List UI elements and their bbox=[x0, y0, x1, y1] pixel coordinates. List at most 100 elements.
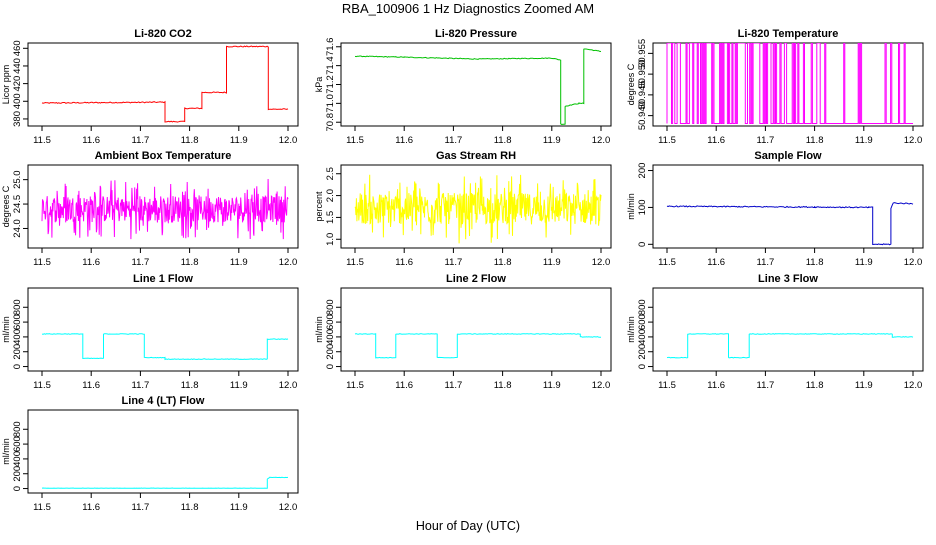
x-tick-label: 11.7 bbox=[445, 380, 463, 391]
series-line bbox=[354, 333, 601, 359]
plot-frame bbox=[27, 164, 299, 249]
y-tick-label: 200 bbox=[637, 344, 648, 360]
x-tick-label: 11.8 bbox=[181, 380, 199, 391]
y-tick-label: 71.2 bbox=[325, 75, 336, 94]
plot-frame bbox=[652, 42, 924, 127]
x-tick-label: 11.9 bbox=[230, 502, 248, 513]
y-tick-label: 600 bbox=[12, 436, 23, 452]
x-tick-label: 11.8 bbox=[494, 380, 512, 391]
y-tick-label: 71.0 bbox=[325, 94, 336, 113]
y-tick-label: 600 bbox=[325, 314, 336, 330]
x-tick-label: 12.0 bbox=[592, 257, 611, 268]
x-tick-label: 11.9 bbox=[230, 380, 248, 391]
y-tick-label: 0 bbox=[637, 242, 648, 247]
plot-frame bbox=[652, 164, 924, 249]
y-tick-label: 200 bbox=[12, 344, 23, 360]
panel-6: Sample Flow 11.5 11.6 11.7 11.8 11.9 12.0 0 100 2… bbox=[626, 150, 924, 268]
x-tick-label: 11.6 bbox=[395, 257, 413, 268]
x-tick-label: 11.5 bbox=[346, 257, 364, 268]
panel-1: Li-820 CO2 11.5 11.6 11.7 11.8 11.9 12.0 380 400… bbox=[1, 28, 299, 146]
x-tick-label: 11.6 bbox=[82, 135, 100, 146]
x-tick-label: 11.5 bbox=[346, 135, 364, 146]
series-line bbox=[666, 43, 913, 124]
panel-title: Line 3 Flow bbox=[758, 273, 818, 285]
y-tick-label: 380 bbox=[12, 111, 23, 127]
x-tick-label: 11.6 bbox=[395, 380, 413, 391]
x-tick-label: 11.9 bbox=[543, 257, 561, 268]
y-axis-label: ml/min bbox=[626, 316, 636, 343]
y-tick-label: 0 bbox=[637, 364, 648, 369]
plot-frame bbox=[27, 409, 299, 494]
x-tick-label: 11.8 bbox=[181, 257, 199, 268]
y-tick-label: 2.5 bbox=[325, 167, 336, 180]
panel-title: Line 2 Flow bbox=[446, 273, 506, 285]
x-tick-label: 11.5 bbox=[33, 380, 51, 391]
y-tick-label: 50.945 bbox=[637, 80, 648, 109]
plot-frame bbox=[340, 42, 612, 127]
x-tick-label: 11.8 bbox=[494, 135, 512, 146]
panel-2: Li-820 Pressure 11.5 11.6 11.7 11.8 11.9 12.0 7… bbox=[314, 28, 612, 146]
y-tick-label: 2.0 bbox=[325, 189, 336, 202]
x-tick-label: 11.8 bbox=[181, 135, 199, 146]
y-tick-label: 200 bbox=[637, 163, 648, 179]
x-tick-label: 11.9 bbox=[543, 135, 561, 146]
x-tick-label: 11.6 bbox=[707, 135, 725, 146]
x-tick-label: 11.7 bbox=[757, 380, 775, 391]
x-tick-label: 12.0 bbox=[279, 502, 298, 513]
plot-frame bbox=[340, 164, 612, 249]
panel-title: Line 1 Flow bbox=[133, 273, 193, 285]
y-axis-label: ml/min bbox=[626, 193, 636, 220]
x-tick-label: 11.7 bbox=[445, 257, 463, 268]
x-tick-label: 11.9 bbox=[543, 380, 561, 391]
y-tick-label: 400 bbox=[637, 329, 648, 345]
x-tick-label: 11.6 bbox=[395, 135, 413, 146]
x-tick-label: 11.8 bbox=[806, 380, 824, 391]
y-tick-label: 440 bbox=[12, 58, 23, 74]
panel-8: Line 2 Flow 11.5 11.6 11.7 11.8 11.9 12.0 0 2004… bbox=[314, 273, 612, 391]
y-tick-label: 200 bbox=[325, 344, 336, 360]
series-line bbox=[41, 476, 289, 489]
y-tick-label: 600 bbox=[637, 314, 648, 330]
plot-frame bbox=[27, 42, 299, 127]
y-tick-label: 24.0 bbox=[12, 219, 23, 238]
series-line bbox=[666, 333, 914, 359]
y-tick-label: 50.950 bbox=[637, 60, 648, 89]
x-tick-label: 11.7 bbox=[132, 502, 150, 513]
panel-title: Ambient Box Temperature bbox=[95, 150, 232, 162]
y-tick-label: 800 bbox=[637, 299, 648, 315]
x-tick-label: 11.7 bbox=[757, 257, 775, 268]
x-tick-label: 11.6 bbox=[707, 380, 725, 391]
y-axis-label: percent bbox=[314, 191, 324, 222]
x-tick-label: 11.9 bbox=[855, 135, 873, 146]
x-tick-label: 12.0 bbox=[592, 135, 611, 146]
panel-title: Li-820 Pressure bbox=[435, 28, 517, 40]
series-line bbox=[354, 174, 602, 244]
x-tick-label: 11.9 bbox=[230, 257, 248, 268]
y-tick-label: 0 bbox=[12, 364, 23, 369]
series-line bbox=[41, 45, 289, 123]
x-tick-label: 11.6 bbox=[82, 257, 100, 268]
x-tick-label: 11.5 bbox=[33, 502, 51, 513]
x-tick-label: 11.5 bbox=[658, 380, 676, 391]
y-tick-label: 400 bbox=[12, 93, 23, 109]
panel-title: Sample Flow bbox=[754, 150, 822, 162]
x-tick-label: 11.7 bbox=[132, 380, 150, 391]
x-tick-label: 11.5 bbox=[33, 257, 51, 268]
x-tick-label: 11.5 bbox=[33, 135, 51, 146]
series-line bbox=[354, 48, 602, 126]
panel-9: Line 3 Flow 11.5 11.6 11.7 11.8 11.9 12.0 0 2004… bbox=[626, 273, 924, 391]
y-tick-label: 70.8 bbox=[325, 113, 336, 131]
y-axis-label: ml/min bbox=[1, 316, 11, 343]
y-tick-label: 200 bbox=[12, 466, 23, 482]
x-tick-label: 11.5 bbox=[658, 135, 676, 146]
y-axis-label: Licor ppm bbox=[1, 65, 11, 105]
x-tick-label: 11.9 bbox=[230, 135, 248, 146]
y-tick-label: 600 bbox=[12, 314, 23, 330]
panel-7: Line 1 Flow 11.5 11.6 11.7 11.8 11.9 12.0 0 2004… bbox=[1, 273, 299, 391]
y-tick-label: 50.955 bbox=[637, 39, 648, 68]
y-tick-label: 400 bbox=[12, 329, 23, 345]
y-tick-label: 0 bbox=[325, 364, 336, 369]
y-tick-label: 800 bbox=[325, 299, 336, 315]
y-tick-label: 400 bbox=[325, 329, 336, 345]
panel-title: Li-820 CO2 bbox=[134, 28, 191, 40]
